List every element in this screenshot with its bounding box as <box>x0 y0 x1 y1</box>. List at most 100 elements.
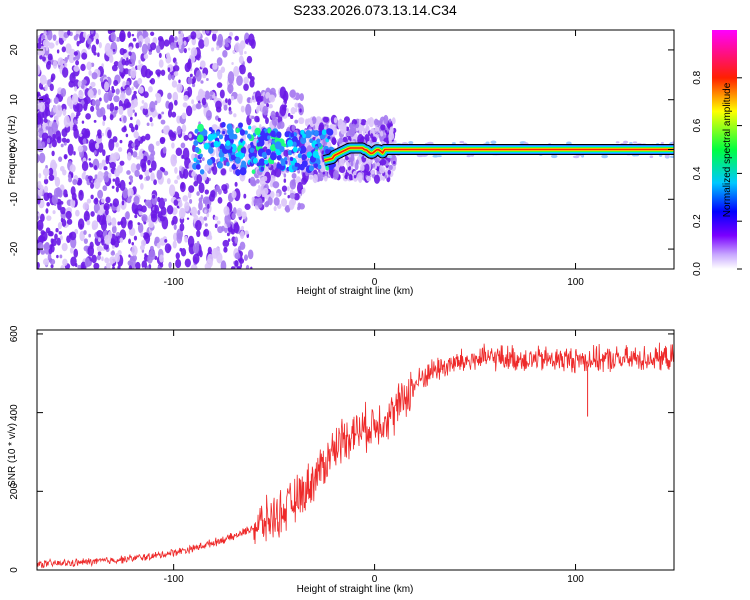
heat-noise-blob <box>140 135 146 142</box>
heat-noise-blob <box>150 31 155 36</box>
heat-noise-blob <box>109 153 116 166</box>
heat-cluster-blob <box>232 148 236 153</box>
heat-noise-blob <box>234 35 239 41</box>
heat-noise-blob <box>234 252 241 260</box>
heat-noise-blob <box>97 129 102 136</box>
heat-cluster-blob <box>226 161 230 167</box>
heat-side-blob <box>551 154 558 159</box>
heat-noise-blob <box>67 30 71 36</box>
heat-noise-blob <box>198 201 203 211</box>
heat-noise-blob <box>181 154 185 159</box>
spectrogram-heat <box>37 30 674 269</box>
heat-noise-blob <box>215 185 221 193</box>
heat-cluster-blob <box>306 151 313 159</box>
heat-noise-blob <box>58 156 63 163</box>
heat-noise-blob <box>121 126 127 133</box>
heat-noise-blob <box>107 48 114 58</box>
heat-noise-blob <box>46 202 51 207</box>
heat-noise-blob <box>234 42 241 53</box>
heat-noise-blob <box>150 213 158 223</box>
heat-noise-blob <box>73 248 79 258</box>
heat-noise-blob <box>112 198 119 207</box>
heat-noise-blob <box>134 145 139 151</box>
heat-noise-blob <box>358 118 362 124</box>
heat-noise-blob <box>82 202 90 211</box>
heat-noise-blob <box>174 36 178 42</box>
heat-noise-blob <box>91 72 98 80</box>
heat-noise-blob <box>186 217 190 220</box>
heat-noise-blob <box>105 215 112 224</box>
snr-x-tick-label: -100 <box>164 574 184 585</box>
heat-noise-blob <box>222 239 230 248</box>
heat-noise-blob <box>148 51 152 55</box>
heat-noise-blob <box>128 51 132 56</box>
heat-noise-blob <box>264 139 269 147</box>
heat-noise-blob <box>38 173 42 179</box>
heat-noise-blob <box>84 257 90 268</box>
heat-noise-blob <box>104 257 110 264</box>
heat-noise-blob <box>350 161 354 167</box>
heat-noise-blob <box>175 258 182 269</box>
heat-noise-blob <box>353 174 357 179</box>
heat-noise-blob <box>102 120 106 126</box>
heat-noise-blob <box>158 52 162 59</box>
heat-noise-blob <box>88 70 92 76</box>
heat-cluster-blob <box>244 130 248 135</box>
heat-noise-blob <box>355 123 360 129</box>
heat-cluster-blob <box>256 162 261 167</box>
heat-noise-blob <box>149 79 153 84</box>
heat-noise-blob <box>360 164 365 171</box>
heat-noise-blob <box>51 150 55 157</box>
heat-noise-blob <box>101 132 105 137</box>
heat-noise-blob <box>84 96 91 105</box>
heat-noise-blob <box>92 99 96 107</box>
heat-noise-blob <box>174 166 178 174</box>
heat-noise-blob <box>155 140 160 146</box>
heat-noise-blob <box>137 77 143 85</box>
heat-noise-blob <box>202 196 210 204</box>
heat-noise-blob <box>73 124 76 129</box>
heat-noise-blob <box>55 228 59 233</box>
heat-noise-blob <box>263 175 268 182</box>
heat-noise-blob <box>75 209 80 217</box>
heat-noise-blob <box>138 211 143 216</box>
heat-noise-blob <box>372 163 376 168</box>
heat-noise-blob <box>236 207 243 218</box>
heat-noise-blob <box>203 229 207 237</box>
heat-side-blob <box>632 141 638 144</box>
heat-noise-blob <box>247 249 254 260</box>
heat-noise-blob <box>47 253 52 261</box>
heat-noise-blob <box>72 179 78 185</box>
heat-cluster-blob <box>317 142 322 148</box>
heat-noise-blob <box>337 119 344 130</box>
heat-cluster-blob <box>326 128 332 135</box>
heat-noise-blob <box>43 118 48 123</box>
heat-noise-blob <box>297 158 303 164</box>
heat-noise-blob <box>216 82 223 89</box>
heat-cluster-blob <box>267 135 271 140</box>
heat-noise-blob <box>182 102 188 108</box>
snr-y-ticks: 0 200 400 600 <box>9 325 674 573</box>
heat-noise-blob <box>73 51 79 56</box>
heat-noise-blob <box>130 67 137 79</box>
heat-noise-blob <box>114 106 119 111</box>
heat-noise-blob <box>195 219 202 231</box>
heat-noise-blob <box>274 166 282 178</box>
heat-noise-blob <box>280 198 288 207</box>
heat-noise-blob <box>155 45 161 54</box>
heat-noise-blob <box>241 225 244 231</box>
heat-noise-blob <box>209 235 213 240</box>
heat-noise-blob <box>171 74 175 81</box>
heat-noise-blob <box>111 245 115 249</box>
spectrogram-x-ticks: -100 0 100 <box>164 30 584 288</box>
heat-noise-blob <box>114 176 120 187</box>
heat-noise-blob <box>172 215 178 225</box>
heat-noise-blob <box>43 192 50 202</box>
heat-noise-blob <box>198 39 205 49</box>
spectrogram-y-tick-label: 20 <box>9 44 20 56</box>
heat-noise-blob <box>338 165 346 174</box>
heat-noise-blob <box>140 232 144 237</box>
heat-noise-blob <box>215 45 220 51</box>
heat-noise-blob <box>58 231 63 235</box>
heat-cluster-blob <box>261 130 265 135</box>
